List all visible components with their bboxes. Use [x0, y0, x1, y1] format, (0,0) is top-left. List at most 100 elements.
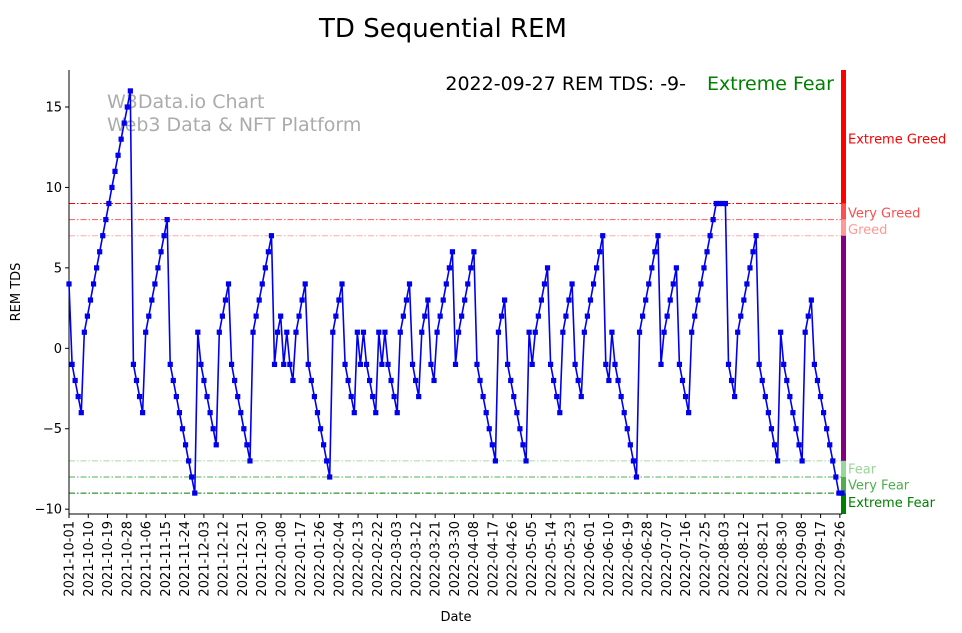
reference-lines	[69, 203, 842, 494]
data-point	[557, 410, 563, 416]
data-point	[710, 217, 716, 223]
data-point	[811, 361, 817, 367]
data-point	[136, 393, 143, 400]
data-point	[713, 200, 719, 207]
y-tick-label: −10	[35, 503, 62, 518]
data-point	[406, 281, 413, 287]
data-point	[483, 410, 489, 416]
data-point	[164, 217, 170, 223]
data-point	[630, 458, 637, 464]
data-point	[428, 361, 434, 367]
data-point	[578, 393, 584, 400]
data-point	[287, 361, 293, 367]
data-point	[278, 313, 284, 319]
data-point	[431, 377, 437, 384]
data-point	[732, 393, 738, 400]
x-tick-label: 2022-07-25	[698, 521, 713, 597]
x-tick-label: 2021-12-03	[197, 521, 212, 597]
data-point	[517, 426, 523, 432]
data-point	[643, 297, 649, 303]
data-point	[695, 297, 701, 303]
data-point	[130, 361, 137, 367]
data-point	[597, 249, 603, 255]
x-tick-label: 2022-03-30	[448, 521, 463, 597]
data-point	[207, 410, 213, 416]
y-axis-label: REM TDS	[9, 263, 24, 322]
x-tick-label: 2021-10-01	[63, 521, 78, 597]
x-tick-label: 2022-06-19	[621, 521, 636, 597]
data-point	[133, 377, 140, 384]
x-tick-label: 2022-08-30	[776, 521, 791, 597]
y-tick-label: 15	[45, 101, 62, 116]
data-point	[814, 377, 821, 384]
data-point	[649, 265, 655, 271]
x-tick-label: 2021-10-10	[82, 521, 97, 597]
data-point	[520, 442, 526, 448]
data-point	[112, 168, 118, 174]
data-point	[281, 361, 287, 367]
data-point	[824, 426, 830, 432]
data-point	[768, 426, 775, 432]
data-point	[373, 410, 379, 416]
data-point	[805, 313, 811, 319]
data-point	[526, 329, 532, 335]
data-point	[308, 377, 314, 384]
data-point	[511, 393, 517, 400]
data-point	[363, 361, 370, 367]
data-point	[155, 265, 161, 271]
data-point	[704, 249, 710, 255]
data-point	[360, 329, 367, 335]
data-point	[560, 329, 566, 335]
data-point	[146, 313, 152, 319]
x-tick-label: 2022-06-01	[583, 521, 598, 597]
data-point	[90, 281, 97, 287]
y-tick-label: −5	[43, 422, 62, 437]
x-tick-label: 2022-09-26	[833, 521, 848, 597]
data-point	[253, 313, 259, 319]
data-point	[778, 329, 784, 335]
data-point	[492, 458, 498, 464]
data-point	[566, 297, 572, 303]
data-point	[204, 393, 210, 400]
data-point	[109, 184, 115, 191]
data-point	[474, 361, 480, 367]
data-point	[118, 136, 124, 142]
data-point	[299, 297, 305, 303]
data-point	[682, 393, 689, 400]
data-point	[532, 329, 538, 335]
data-point	[817, 393, 824, 400]
data-point	[661, 329, 667, 335]
data-point	[640, 313, 646, 319]
data-point	[345, 377, 351, 384]
x-tick-label: 2022-09-17	[814, 521, 829, 597]
data-point	[354, 329, 360, 335]
data-point	[636, 329, 643, 335]
data-point	[124, 104, 130, 110]
data-point	[437, 313, 443, 319]
data-point	[728, 377, 735, 384]
x-tick-label: 2022-07-07	[660, 521, 675, 597]
data-point	[121, 120, 127, 126]
data-point	[235, 393, 241, 400]
data-point	[686, 410, 692, 416]
data-point	[459, 313, 465, 319]
data-point	[425, 297, 431, 303]
data-point	[250, 329, 256, 335]
data-point	[434, 329, 440, 335]
data-point	[342, 361, 348, 367]
x-axis-label: Date	[440, 610, 471, 625]
data-point	[603, 361, 609, 367]
data-point	[244, 442, 250, 448]
data-point	[290, 377, 296, 384]
data-point	[330, 329, 336, 335]
x-tick-label: 2022-01-17	[294, 521, 309, 597]
x-tick-label: 2021-12-21	[236, 521, 251, 597]
data-point	[449, 249, 456, 255]
data-point	[388, 377, 394, 384]
x-tick-label: 2022-08-12	[737, 521, 752, 597]
data-point	[796, 442, 802, 448]
data-point	[609, 329, 615, 335]
zone-segment-1	[841, 203, 846, 220]
data-point	[140, 410, 146, 416]
